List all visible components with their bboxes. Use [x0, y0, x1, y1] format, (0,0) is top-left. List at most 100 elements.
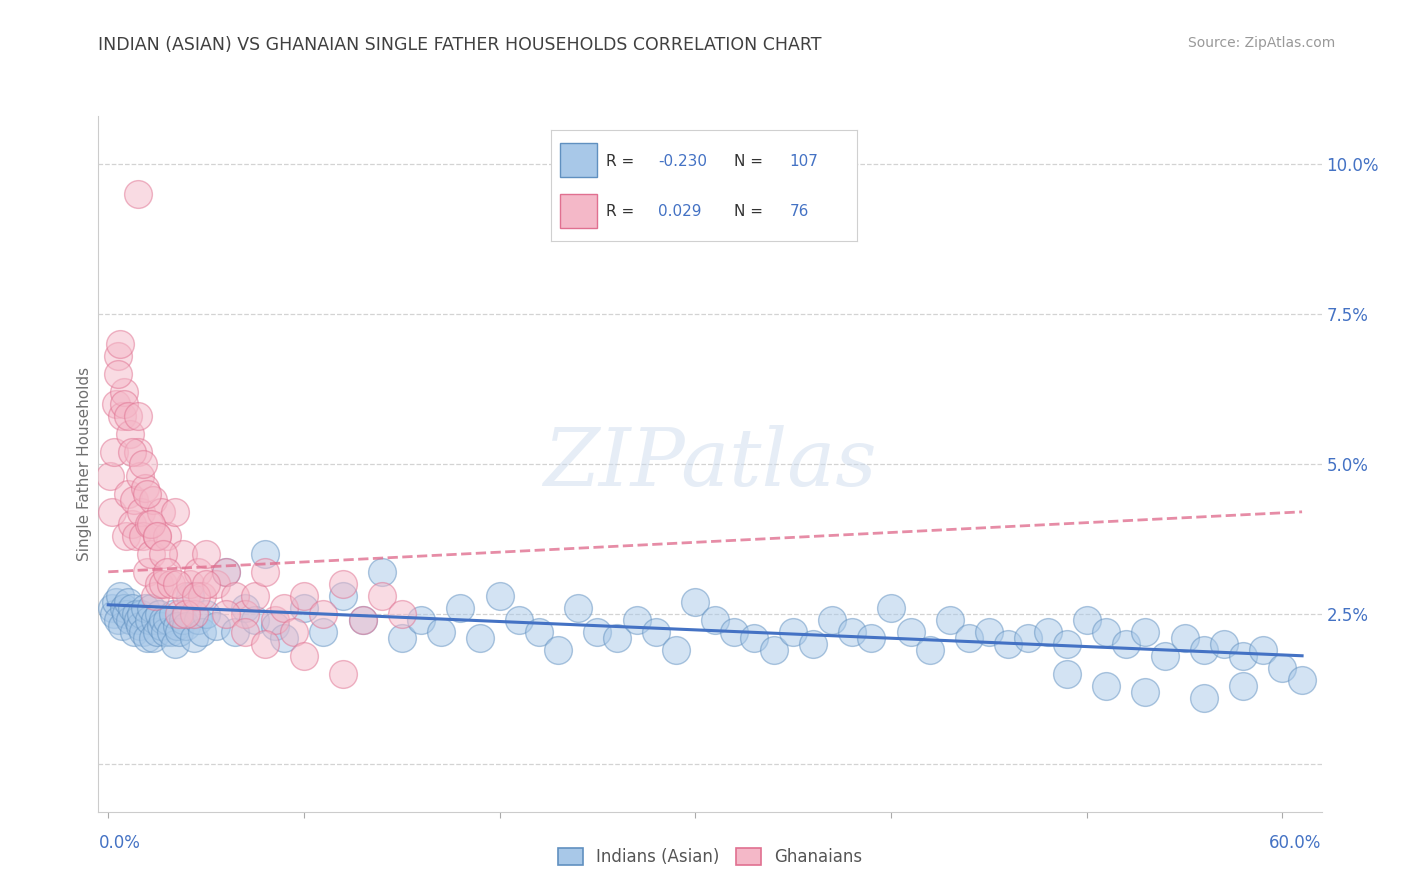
Point [606, 631, 628, 645]
Point [122, 492, 145, 507]
Point [1115, 637, 1137, 651]
Point [352, 613, 374, 627]
Point [132, 529, 155, 543]
Point [488, 589, 510, 603]
Point [801, 637, 824, 651]
Point [121, 600, 143, 615]
Point [124, 529, 146, 543]
Point [117, 409, 139, 423]
Point [134, 600, 156, 615]
Point [273, 600, 295, 615]
Point [186, 589, 208, 603]
Point [391, 631, 413, 645]
Point [128, 468, 150, 483]
Point [821, 613, 844, 627]
Point [167, 607, 190, 621]
Point [98, 468, 121, 483]
Point [138, 613, 160, 627]
Point [191, 624, 214, 639]
Point [114, 607, 136, 621]
Point [107, 613, 129, 627]
Point [352, 613, 374, 627]
Text: INDIAN (ASIAN) VS GHANAIAN SINGLE FATHER HOUSEHOLDS CORRELATION CHART: INDIAN (ASIAN) VS GHANAIAN SINGLE FATHER… [98, 36, 823, 54]
Point [127, 186, 149, 201]
Point [176, 589, 198, 603]
Point [920, 642, 942, 657]
Point [136, 631, 159, 645]
Point [1036, 624, 1059, 639]
Point [391, 607, 413, 621]
Point [121, 516, 143, 531]
Point [150, 505, 173, 519]
Point [136, 565, 159, 579]
Point [957, 631, 980, 645]
Point [205, 576, 228, 591]
Point [1076, 613, 1098, 627]
Point [111, 409, 134, 423]
Point [430, 624, 453, 639]
Point [371, 565, 394, 579]
Point [101, 600, 124, 615]
Point [191, 589, 214, 603]
Point [841, 624, 863, 639]
Point [131, 505, 153, 519]
Point [156, 565, 179, 579]
Point [124, 607, 146, 621]
Point [152, 547, 174, 561]
Point [1232, 648, 1254, 663]
Point [187, 613, 209, 627]
Point [118, 613, 141, 627]
Point [112, 384, 135, 399]
Point [1232, 679, 1254, 693]
Point [112, 600, 135, 615]
Point [107, 367, 129, 381]
Point [138, 516, 160, 531]
Point [108, 589, 131, 603]
Point [243, 589, 266, 603]
Point [243, 613, 266, 627]
Point [1056, 666, 1078, 681]
Point [205, 619, 228, 633]
Point [292, 648, 315, 663]
Point [253, 565, 276, 579]
Point [127, 409, 149, 423]
Point [163, 637, 186, 651]
Point [1251, 642, 1274, 657]
Point [1135, 624, 1157, 639]
Point [253, 547, 276, 561]
Point [468, 631, 491, 645]
Point [224, 589, 246, 603]
Point [292, 589, 315, 603]
Text: ZIPatlas: ZIPatlas [543, 425, 877, 502]
Point [253, 637, 276, 651]
Point [1192, 642, 1215, 657]
Point [782, 624, 804, 639]
Point [156, 613, 179, 627]
Point [132, 624, 155, 639]
Point [143, 589, 166, 603]
Point [762, 642, 785, 657]
Point [312, 607, 335, 621]
Point [103, 445, 125, 459]
Point [167, 624, 190, 639]
Point [450, 600, 472, 615]
Point [332, 666, 354, 681]
Point [166, 619, 188, 633]
Point [103, 607, 125, 621]
Point [160, 576, 183, 591]
Point [172, 547, 194, 561]
Point [547, 642, 569, 657]
Point [233, 600, 256, 615]
Point [142, 631, 165, 645]
Point [152, 613, 174, 627]
Point [273, 631, 295, 645]
Point [141, 547, 163, 561]
Point [166, 576, 188, 591]
Point [146, 529, 169, 543]
Point [187, 565, 209, 579]
Point [179, 576, 201, 591]
Point [141, 600, 163, 615]
Point [122, 624, 145, 639]
Point [224, 624, 246, 639]
Point [263, 619, 285, 633]
